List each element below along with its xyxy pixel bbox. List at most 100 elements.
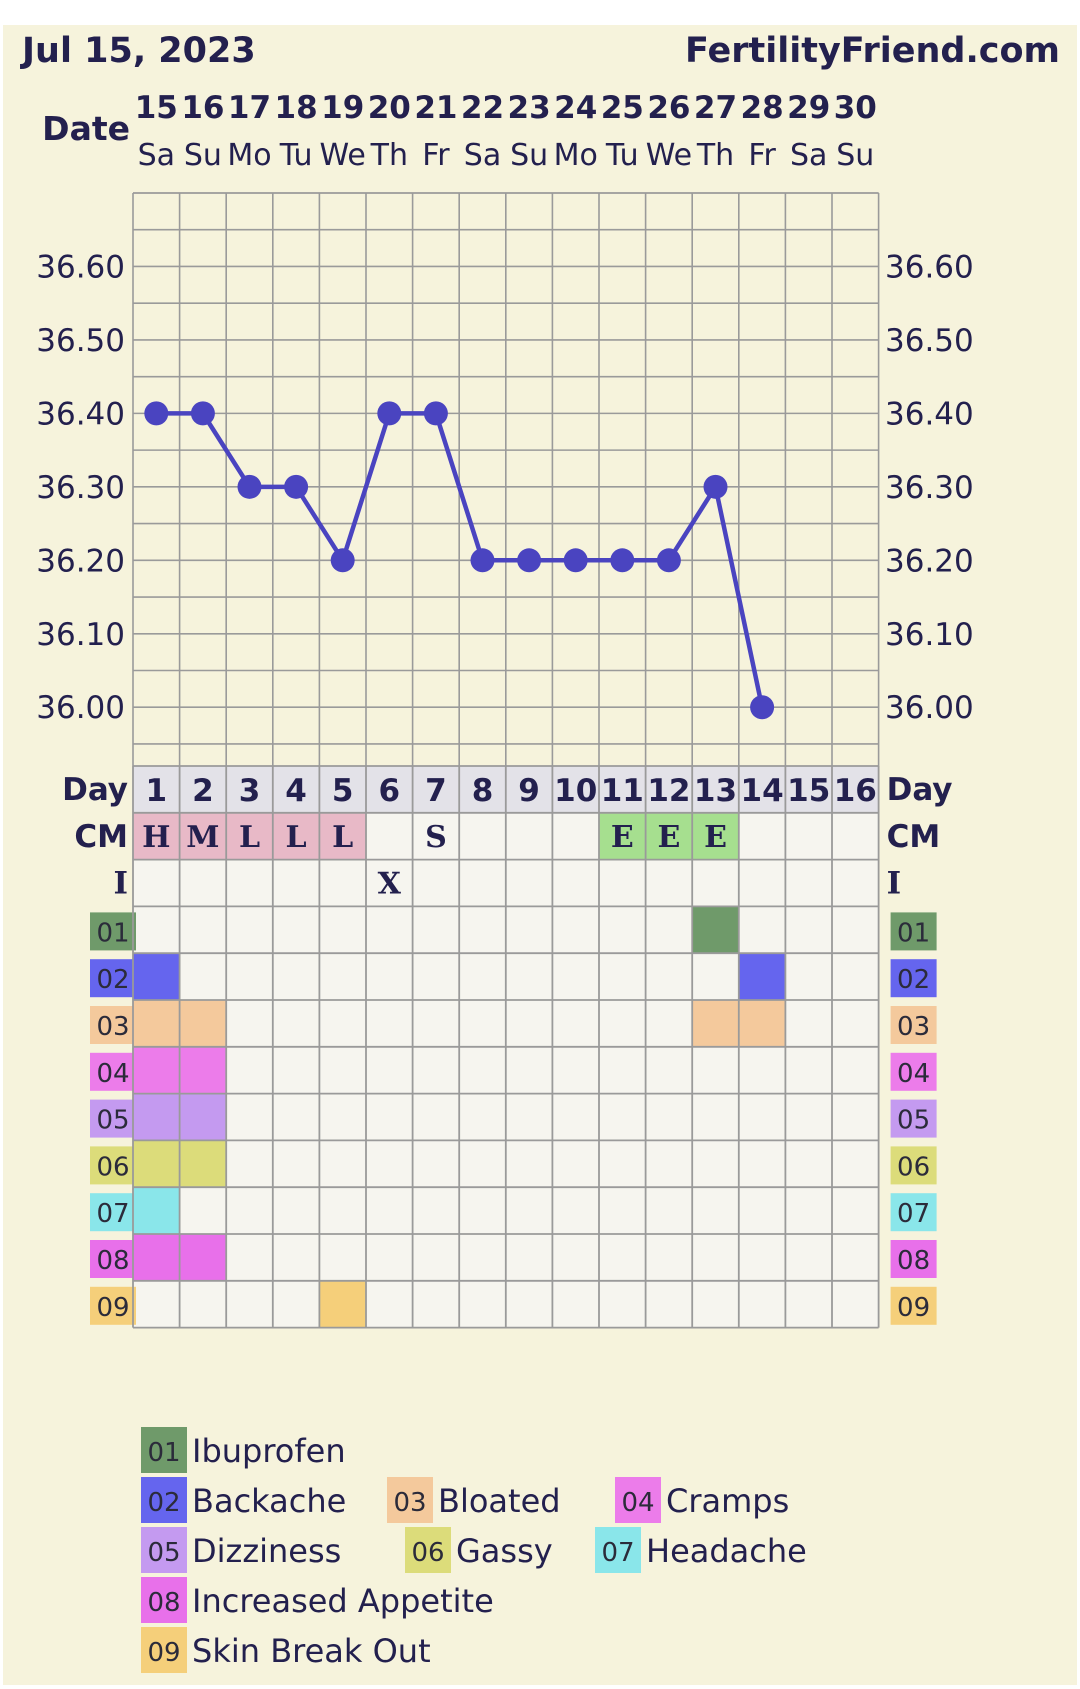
symptom-cell	[645, 1093, 693, 1141]
symptom-cell	[133, 1046, 180, 1094]
date-label: 18	[275, 90, 318, 126]
intercourse-cell	[832, 859, 879, 907]
legend-code: 02	[147, 1488, 180, 1518]
legend-label: Increased Appetite	[192, 1582, 494, 1620]
cycle-day-label: 11	[601, 773, 644, 809]
temperature-point	[517, 548, 542, 573]
symptom-cell	[459, 1093, 506, 1141]
y-tick-label-left: 36.30	[36, 470, 125, 506]
symptom-cell	[552, 906, 599, 954]
symptom-cell	[738, 1046, 786, 1094]
symptom-cell	[785, 953, 832, 1000]
date-label: 22	[461, 90, 504, 126]
day-number-cell	[412, 766, 460, 813]
date-label: 20	[368, 90, 411, 126]
day-number-cell	[692, 766, 739, 813]
symptom-cell	[599, 1187, 646, 1234]
cm-value: L	[286, 820, 307, 855]
cm-cell	[366, 812, 413, 860]
symptom-cell	[459, 1046, 506, 1094]
symptom-cell	[412, 1000, 460, 1047]
cycle-day-label: 8	[472, 773, 494, 809]
cycle-day-label: 9	[518, 773, 540, 809]
symptom-code-right: 06	[897, 1152, 930, 1182]
cm-cell	[272, 812, 320, 860]
cycle-day-label: 7	[425, 773, 447, 809]
symptom-code-badge-right	[890, 959, 937, 998]
symptom-cell	[645, 1046, 693, 1094]
symptom-cell	[412, 1093, 460, 1141]
symptom-cell	[226, 1000, 273, 1047]
date-label: 25	[601, 90, 644, 126]
weekday-label: We	[320, 138, 366, 173]
symptom-cell	[133, 1280, 180, 1328]
symptom-cell	[319, 1046, 366, 1094]
date-label: 15	[135, 90, 178, 126]
symptom-cell	[133, 906, 180, 954]
cycle-day-label: 12	[647, 773, 690, 809]
intercourse-cell	[785, 859, 832, 907]
day-number-cell	[133, 766, 180, 813]
symptom-code-right: 08	[897, 1246, 930, 1276]
symptom-code-left: 02	[96, 965, 129, 995]
symptom-cell	[599, 1140, 646, 1188]
legend-code: 01	[147, 1438, 180, 1468]
symptom-cell	[412, 953, 460, 1000]
legend-code: 08	[147, 1588, 180, 1618]
symptom-code-right: 02	[897, 965, 930, 995]
symptom-cell	[319, 1187, 366, 1234]
intercourse-cell	[738, 859, 786, 907]
symptom-cell	[692, 1234, 739, 1281]
symptom-cell	[226, 906, 273, 954]
symptom-code-left: 03	[96, 1012, 129, 1042]
weekday-label: Tu	[605, 138, 639, 173]
cm-cell	[738, 812, 786, 860]
legend-code: 04	[621, 1488, 654, 1518]
symptom-cell	[226, 1234, 273, 1281]
symptom-cell	[179, 906, 227, 954]
symptom-cell	[599, 1046, 646, 1094]
date-label: 26	[647, 90, 690, 126]
weekday-label: Mo	[554, 138, 598, 173]
symptom-cell	[226, 1093, 273, 1141]
symptom-code-right: 03	[897, 1012, 930, 1042]
cm-cell	[552, 812, 599, 860]
cm-value: S	[425, 820, 447, 855]
temperature-point	[144, 401, 169, 426]
symptom-cell	[599, 906, 646, 954]
legend-code: 03	[393, 1488, 426, 1518]
date-label: 19	[321, 90, 364, 126]
symptom-cell	[505, 953, 553, 1000]
symptom-cell	[179, 1187, 227, 1234]
symptom-cell	[738, 1000, 786, 1047]
symptom-cell	[505, 1000, 553, 1047]
y-tick-label-right: 36.60	[885, 249, 974, 285]
symptom-code-badge-left	[90, 959, 136, 998]
symptom-code-badge-right	[890, 1006, 937, 1044]
y-tick-label-left: 36.50	[36, 323, 125, 359]
y-tick-label-left: 36.20	[36, 543, 125, 579]
day-number-cell	[552, 766, 599, 813]
symptom-cell	[645, 1234, 693, 1281]
symptom-cell	[738, 1093, 786, 1141]
temperature-point	[610, 548, 635, 573]
symptom-cell	[738, 1187, 786, 1234]
symptom-cell	[179, 953, 227, 1000]
y-tick-label-right: 36.50	[885, 323, 974, 359]
cm-value: L	[239, 820, 260, 855]
cm-row-label-left: CM	[74, 819, 128, 855]
symptom-code-badge-right	[890, 1099, 937, 1138]
symptom-code-right: 09	[897, 1293, 930, 1323]
symptom-cell	[226, 1046, 273, 1094]
symptom-code-right: 01	[897, 918, 930, 948]
temperature-point	[190, 401, 215, 426]
temperature-point	[703, 474, 728, 499]
weekday-label: Tu	[279, 138, 313, 173]
symptom-cell	[552, 1140, 599, 1188]
symptom-code-badge-left	[90, 1099, 136, 1138]
symptom-cell	[179, 1000, 227, 1047]
symptom-cell	[505, 1046, 553, 1094]
date-label: 17	[228, 90, 271, 126]
symptom-code-badge-right	[890, 1193, 937, 1232]
